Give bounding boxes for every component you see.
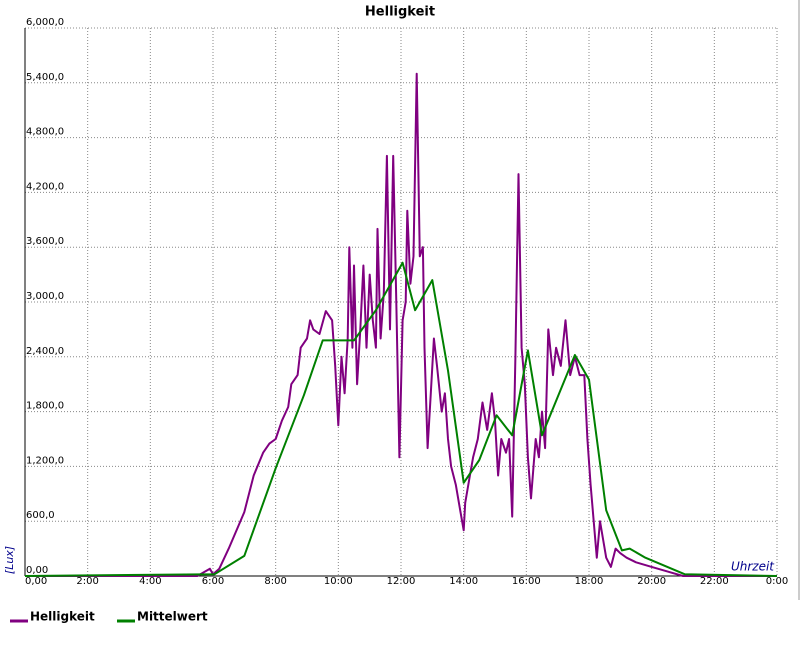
x-axis-label: Uhrzeit bbox=[731, 560, 775, 574]
x-tick-label: 0,00 bbox=[25, 576, 47, 587]
x-tick-label: 10:00 bbox=[324, 576, 353, 587]
x-tick-label: 4:00 bbox=[139, 576, 161, 587]
series-line bbox=[24, 261, 778, 577]
y-tick-label: 4,200,0 bbox=[26, 181, 64, 192]
legend-label: Mittelwert bbox=[137, 610, 208, 624]
y-axis-label: [Lux] bbox=[3, 546, 16, 574]
x-tick-label: 12:00 bbox=[387, 576, 416, 587]
y-tick-label: 1,200,0 bbox=[26, 455, 64, 466]
y-tick-label: 1,800,0 bbox=[26, 401, 64, 412]
y-tick-label: 0,00 bbox=[26, 565, 48, 576]
y-tick-label: 5,400,0 bbox=[26, 72, 64, 83]
chart-title: Helligkeit bbox=[365, 5, 435, 20]
y-tick-label: 3,000,0 bbox=[26, 291, 64, 302]
x-tick-label: 2:00 bbox=[76, 576, 98, 587]
y-tick-label: 600,0 bbox=[26, 510, 55, 521]
x-tick-label: 16:00 bbox=[512, 576, 541, 587]
x-tick-label: 18:00 bbox=[575, 576, 604, 587]
y-tick-label: 2,400,0 bbox=[26, 346, 64, 357]
x-tick-label: 14:00 bbox=[449, 576, 478, 587]
legend-label: Helligkeit bbox=[30, 610, 95, 624]
y-tick-label: 6,000,0 bbox=[26, 17, 64, 28]
x-tick-label: 0:00 bbox=[766, 576, 788, 587]
y-tick-label: 3,600,0 bbox=[26, 236, 64, 247]
series-line bbox=[25, 72, 777, 577]
x-tick-label: 22:00 bbox=[700, 576, 729, 587]
y-tick-label: 4,800,0 bbox=[26, 127, 64, 138]
x-tick-label: 20:00 bbox=[637, 576, 666, 587]
x-tick-label: 8:00 bbox=[264, 576, 286, 587]
x-tick-label: 6:00 bbox=[202, 576, 224, 587]
